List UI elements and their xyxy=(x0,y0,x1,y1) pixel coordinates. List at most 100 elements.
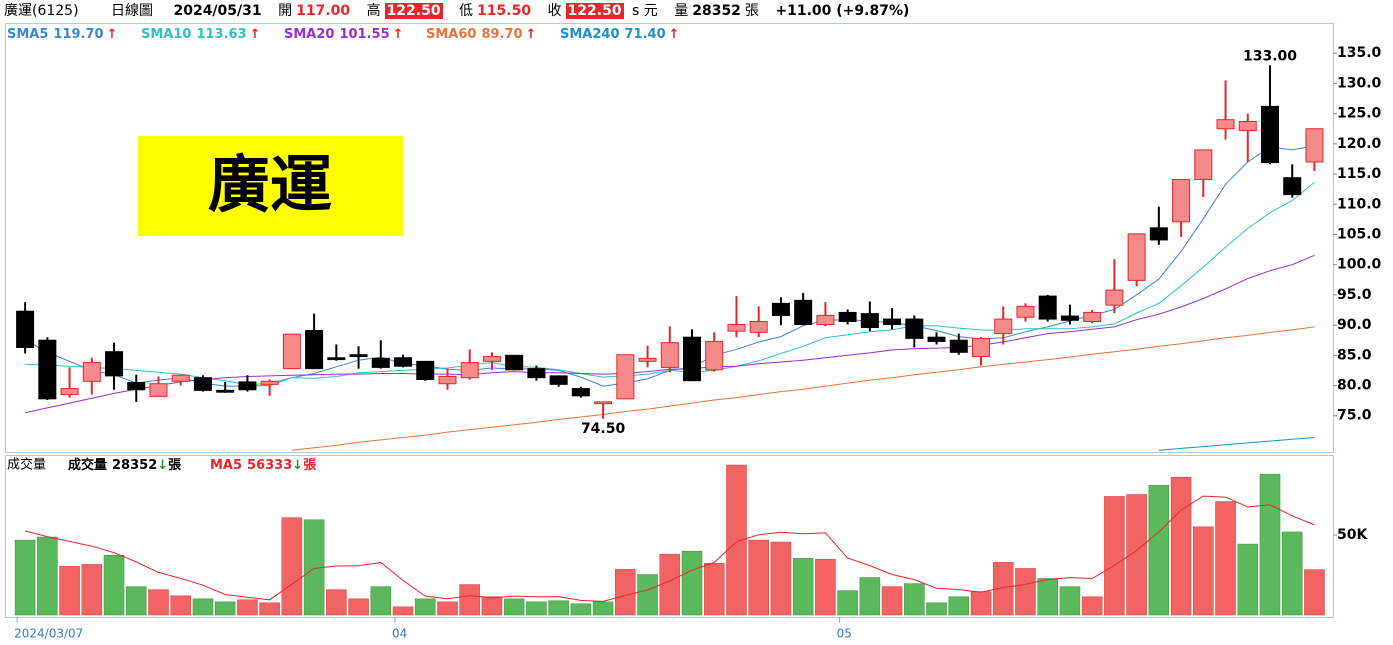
volume-bar xyxy=(992,562,1014,616)
candle-body xyxy=(638,357,657,362)
volume-legend: MA5 56333↓張 xyxy=(210,458,317,473)
open-value: 117.00 xyxy=(296,3,351,19)
candle-body xyxy=(1083,311,1102,322)
y-tick-label: 80.0 xyxy=(1337,378,1372,394)
y-tick-label: 75.0 xyxy=(1337,408,1372,424)
legend-name: SMA5 xyxy=(7,27,48,42)
y-tick-label: 90.0 xyxy=(1337,317,1372,333)
candle-body xyxy=(394,357,413,367)
volume-bar xyxy=(37,536,58,616)
candle-body xyxy=(260,380,279,385)
candle-body xyxy=(594,401,613,405)
volume-bar xyxy=(548,600,569,616)
candle-body xyxy=(749,320,768,333)
x-tick-label: 2024/03/07 xyxy=(14,627,83,641)
legend-trend: ↑ xyxy=(107,27,118,42)
legend-name: SMA10 xyxy=(141,27,191,42)
candle-body xyxy=(1149,227,1168,241)
candle-body xyxy=(460,362,479,379)
candle-body xyxy=(972,337,991,358)
candle-body xyxy=(816,314,835,326)
candle-body xyxy=(216,389,235,393)
candle-body xyxy=(794,299,813,326)
volume-bar xyxy=(326,589,347,616)
legend-name: 成交量 xyxy=(68,457,107,473)
candle-body xyxy=(571,388,590,397)
low-annotation: 74.50 xyxy=(581,421,626,437)
candle-body xyxy=(1305,128,1324,163)
candle-body xyxy=(127,382,146,391)
volume-bar xyxy=(770,541,792,616)
candle-body xyxy=(105,351,124,377)
volume-label: 量 xyxy=(674,3,689,19)
candle-body xyxy=(1038,295,1057,320)
candle-body xyxy=(1060,315,1079,321)
volume-bar xyxy=(592,601,614,616)
candle-body xyxy=(883,318,902,326)
legend-unit: 張 xyxy=(168,458,182,473)
overlay-box xyxy=(138,136,403,236)
volume-bar xyxy=(481,596,503,616)
volume-bar xyxy=(926,602,947,616)
candle-body xyxy=(527,368,546,379)
volume-bar xyxy=(1126,494,1147,616)
y-tick-label: 135.0 xyxy=(1337,45,1382,61)
volume-bar xyxy=(348,598,369,616)
candle-body xyxy=(149,383,168,397)
candle-body xyxy=(282,333,301,370)
y-tick-label: 115.0 xyxy=(1337,166,1382,182)
candle-body xyxy=(1238,120,1257,132)
candle-body xyxy=(305,330,324,370)
volume-bar xyxy=(570,603,592,616)
volume-bar xyxy=(792,558,814,616)
volume-bar xyxy=(859,577,881,616)
volume-bar xyxy=(1259,473,1281,616)
candle-body xyxy=(16,310,35,348)
legend-value: 71.40 xyxy=(625,27,666,42)
legend-name: SMA20 xyxy=(284,27,334,42)
volume-bar xyxy=(437,601,458,616)
legend-trend: ↑ xyxy=(250,27,261,42)
legend-item: SMA240 71.40 ↑ xyxy=(560,27,680,42)
volume-bar xyxy=(1104,496,1125,616)
x-tick-label: 04 xyxy=(392,627,407,641)
candle-body xyxy=(860,313,879,329)
volume-bar xyxy=(637,574,658,616)
low-label: 低 xyxy=(459,3,474,19)
legend-name: SMA240 xyxy=(560,27,620,42)
candle-body xyxy=(1260,105,1279,164)
candle-body xyxy=(482,356,501,362)
legend-trend: ↑ xyxy=(526,27,537,42)
ma-line xyxy=(291,326,1315,451)
y-tick-label: 85.0 xyxy=(1337,347,1372,363)
currency: s 元 xyxy=(632,3,658,19)
high-annotation: 133.00 xyxy=(1243,48,1297,64)
legend-item: SMA5 119.70 ↑ xyxy=(7,27,117,42)
stock-name: 廣運(6125) xyxy=(4,3,79,19)
candle-body xyxy=(82,362,101,382)
volume-bar xyxy=(125,586,147,616)
legend-trend: ↑ xyxy=(669,27,680,42)
high-value: 122.50 xyxy=(384,3,443,19)
volume-bar xyxy=(103,555,125,616)
candle-body xyxy=(1105,289,1124,306)
volume-bar xyxy=(1059,586,1081,616)
volume-bar xyxy=(1237,543,1259,616)
volume-bar xyxy=(703,563,725,616)
candles xyxy=(16,65,1324,419)
candle-body xyxy=(616,354,635,400)
legend-value: 56333 xyxy=(247,458,292,473)
volume-bar xyxy=(1281,531,1303,616)
volume-bar xyxy=(815,559,836,616)
candle-body xyxy=(683,336,702,382)
volume-bar xyxy=(837,590,858,616)
volume-lines xyxy=(24,495,1315,602)
volume-value: 28352 xyxy=(692,3,741,19)
candle-body xyxy=(371,357,390,368)
volume-bar xyxy=(1170,476,1192,616)
volume-bar xyxy=(1304,569,1325,616)
candle-body xyxy=(505,354,524,371)
candle-body xyxy=(238,381,257,391)
candle-body xyxy=(949,339,968,353)
